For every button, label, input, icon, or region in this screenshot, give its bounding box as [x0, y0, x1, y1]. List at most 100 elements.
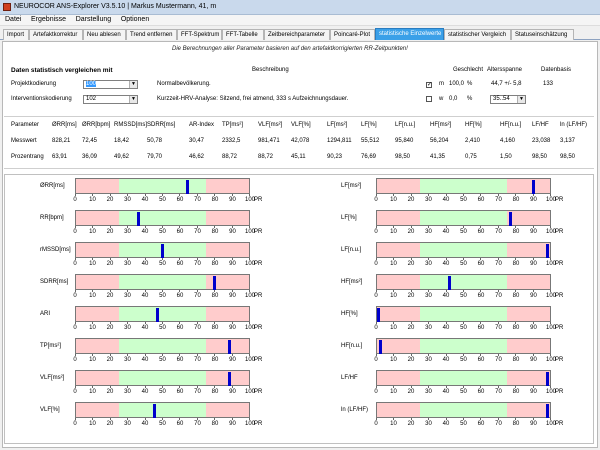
- divider: [4, 116, 594, 117]
- normal-range-zone: [119, 211, 206, 225]
- tick-mark: [249, 322, 250, 324]
- tick-mark: [445, 322, 447, 324]
- tick-mark: [532, 226, 534, 228]
- tick-label: 90: [530, 229, 537, 235]
- tick-label: 50: [460, 389, 467, 395]
- low-range-zone: [76, 307, 120, 321]
- tick-mark: [214, 354, 216, 356]
- tab-statuseinschaetzung[interactable]: Statuseinschätzung: [511, 29, 574, 40]
- tick-label: 100: [545, 261, 557, 267]
- w-checkbox[interactable]: [426, 96, 432, 102]
- tick-mark: [515, 226, 517, 228]
- tab-import[interactable]: Import: [3, 29, 29, 40]
- tick-label: 10: [89, 325, 96, 331]
- tick-label: 100: [244, 357, 256, 363]
- tab-poincare-plot[interactable]: Poincaré-Plot: [330, 29, 375, 40]
- tick-mark: [550, 386, 551, 388]
- table-header-cell: LF[ms²]: [327, 122, 348, 128]
- tick-mark: [109, 418, 111, 420]
- tick-label: 90: [530, 357, 537, 363]
- tab-trend-entfernen[interactable]: Trend entfernen: [126, 29, 177, 40]
- menu-datei[interactable]: Datei: [5, 16, 22, 23]
- table-header-cell: AR-Index: [189, 122, 215, 128]
- tick-mark: [532, 322, 534, 324]
- chevron-down-icon[interactable]: ▼: [129, 96, 137, 103]
- bar-label: HF[ms²]: [341, 279, 363, 285]
- high-range-zone: [506, 307, 550, 321]
- tick-mark: [214, 386, 216, 388]
- altersspanne-header: Altersspanne: [487, 67, 523, 73]
- chevron-down-icon[interactable]: ▼: [129, 81, 137, 88]
- tick-label: 50: [460, 325, 467, 331]
- tick-label: 60: [477, 229, 485, 235]
- high-range-zone: [205, 307, 249, 321]
- tab-statistische-einzelwerte[interactable]: statistische Einzelwerte: [375, 28, 444, 40]
- tick-label: 70: [194, 197, 201, 203]
- tick-label: 60: [477, 261, 485, 267]
- tab-artefaktkorrektur[interactable]: Artefaktkorrektur: [29, 29, 83, 40]
- tick-mark: [463, 226, 464, 228]
- normal-range-zone: [119, 339, 206, 353]
- tick-label: 0: [73, 389, 77, 395]
- tick-label: 100: [244, 389, 256, 395]
- projekt-select[interactable]: 100 ▼: [83, 80, 138, 89]
- high-range-zone: [506, 179, 550, 193]
- tick-label: 10: [390, 293, 397, 299]
- tick-mark: [445, 290, 447, 292]
- tick-label: 80: [512, 421, 520, 427]
- geschlecht-header: Geschlecht: [453, 67, 484, 73]
- pr-label: PR: [555, 229, 564, 235]
- high-range-zone: [205, 403, 249, 417]
- age-select[interactable]: 35..54 ▼: [490, 95, 526, 104]
- tick-mark: [515, 354, 517, 356]
- tick-mark: [179, 290, 181, 292]
- tab-statistischer-vergleich[interactable]: statistischer Vergleich: [444, 29, 511, 40]
- menu-ergebnisse[interactable]: Ergebnisse: [31, 16, 67, 23]
- tick-label: 70: [495, 357, 502, 363]
- table-cell: 4,160: [500, 138, 516, 144]
- tick-label: 100: [545, 421, 557, 427]
- tick-mark: [463, 354, 464, 356]
- divider: [4, 168, 594, 169]
- tick-label: 40: [141, 389, 149, 395]
- tick-mark: [376, 386, 377, 388]
- tick-mark: [497, 226, 499, 228]
- intervention-select[interactable]: 102 ▼: [83, 95, 138, 104]
- table-cell: 90,23: [327, 154, 343, 160]
- tab-zeitbereichparameter[interactable]: Zeitbereichparameter: [264, 29, 330, 40]
- tick-label: 100: [545, 197, 557, 203]
- table-header-cell: LF/HF: [532, 122, 549, 128]
- tick-mark: [532, 290, 534, 292]
- beschreibung-header: Beschreibung: [252, 67, 289, 73]
- menu-optionen[interactable]: Optionen: [120, 16, 150, 23]
- tick-mark: [428, 226, 430, 228]
- tick-label: 60: [477, 197, 485, 203]
- projekt-desc: Normalbevölkerung.: [157, 81, 211, 87]
- tick-label: 0: [374, 421, 378, 427]
- tick-mark: [463, 418, 464, 420]
- info-text: Die Berechnungen aller Parameter basiere…: [172, 46, 408, 52]
- chevron-down-icon[interactable]: ▼: [517, 96, 525, 103]
- tab-neu-ablesen[interactable]: Neu ablesen: [83, 29, 126, 40]
- tick-label: 10: [89, 293, 96, 299]
- tick-label: 0: [73, 261, 77, 267]
- table-cell: 41,35: [430, 154, 446, 160]
- tab-fft-spektrum[interactable]: FFT-Spektrum: [177, 29, 222, 40]
- percentile-marker: [377, 308, 381, 322]
- table-cell: Messwert: [11, 138, 37, 144]
- menu-darstellung[interactable]: Darstellung: [75, 16, 112, 23]
- tick-label: 70: [194, 325, 201, 331]
- tick-mark: [410, 386, 412, 388]
- tick-label: 50: [159, 229, 166, 235]
- tab-fft-tabelle[interactable]: FFT-Tabelle: [222, 29, 264, 40]
- tick-label: 60: [176, 197, 184, 203]
- tick-mark: [410, 226, 412, 228]
- w-label: w: [439, 96, 444, 102]
- m-checkbox[interactable]: ✓: [426, 82, 433, 88]
- tick-mark: [497, 194, 499, 196]
- percentile-bar: [376, 306, 551, 322]
- percentile-bar: [75, 178, 250, 194]
- tick-label: 40: [442, 389, 450, 395]
- tick-mark: [231, 258, 233, 260]
- intervention-value: 102: [86, 96, 97, 102]
